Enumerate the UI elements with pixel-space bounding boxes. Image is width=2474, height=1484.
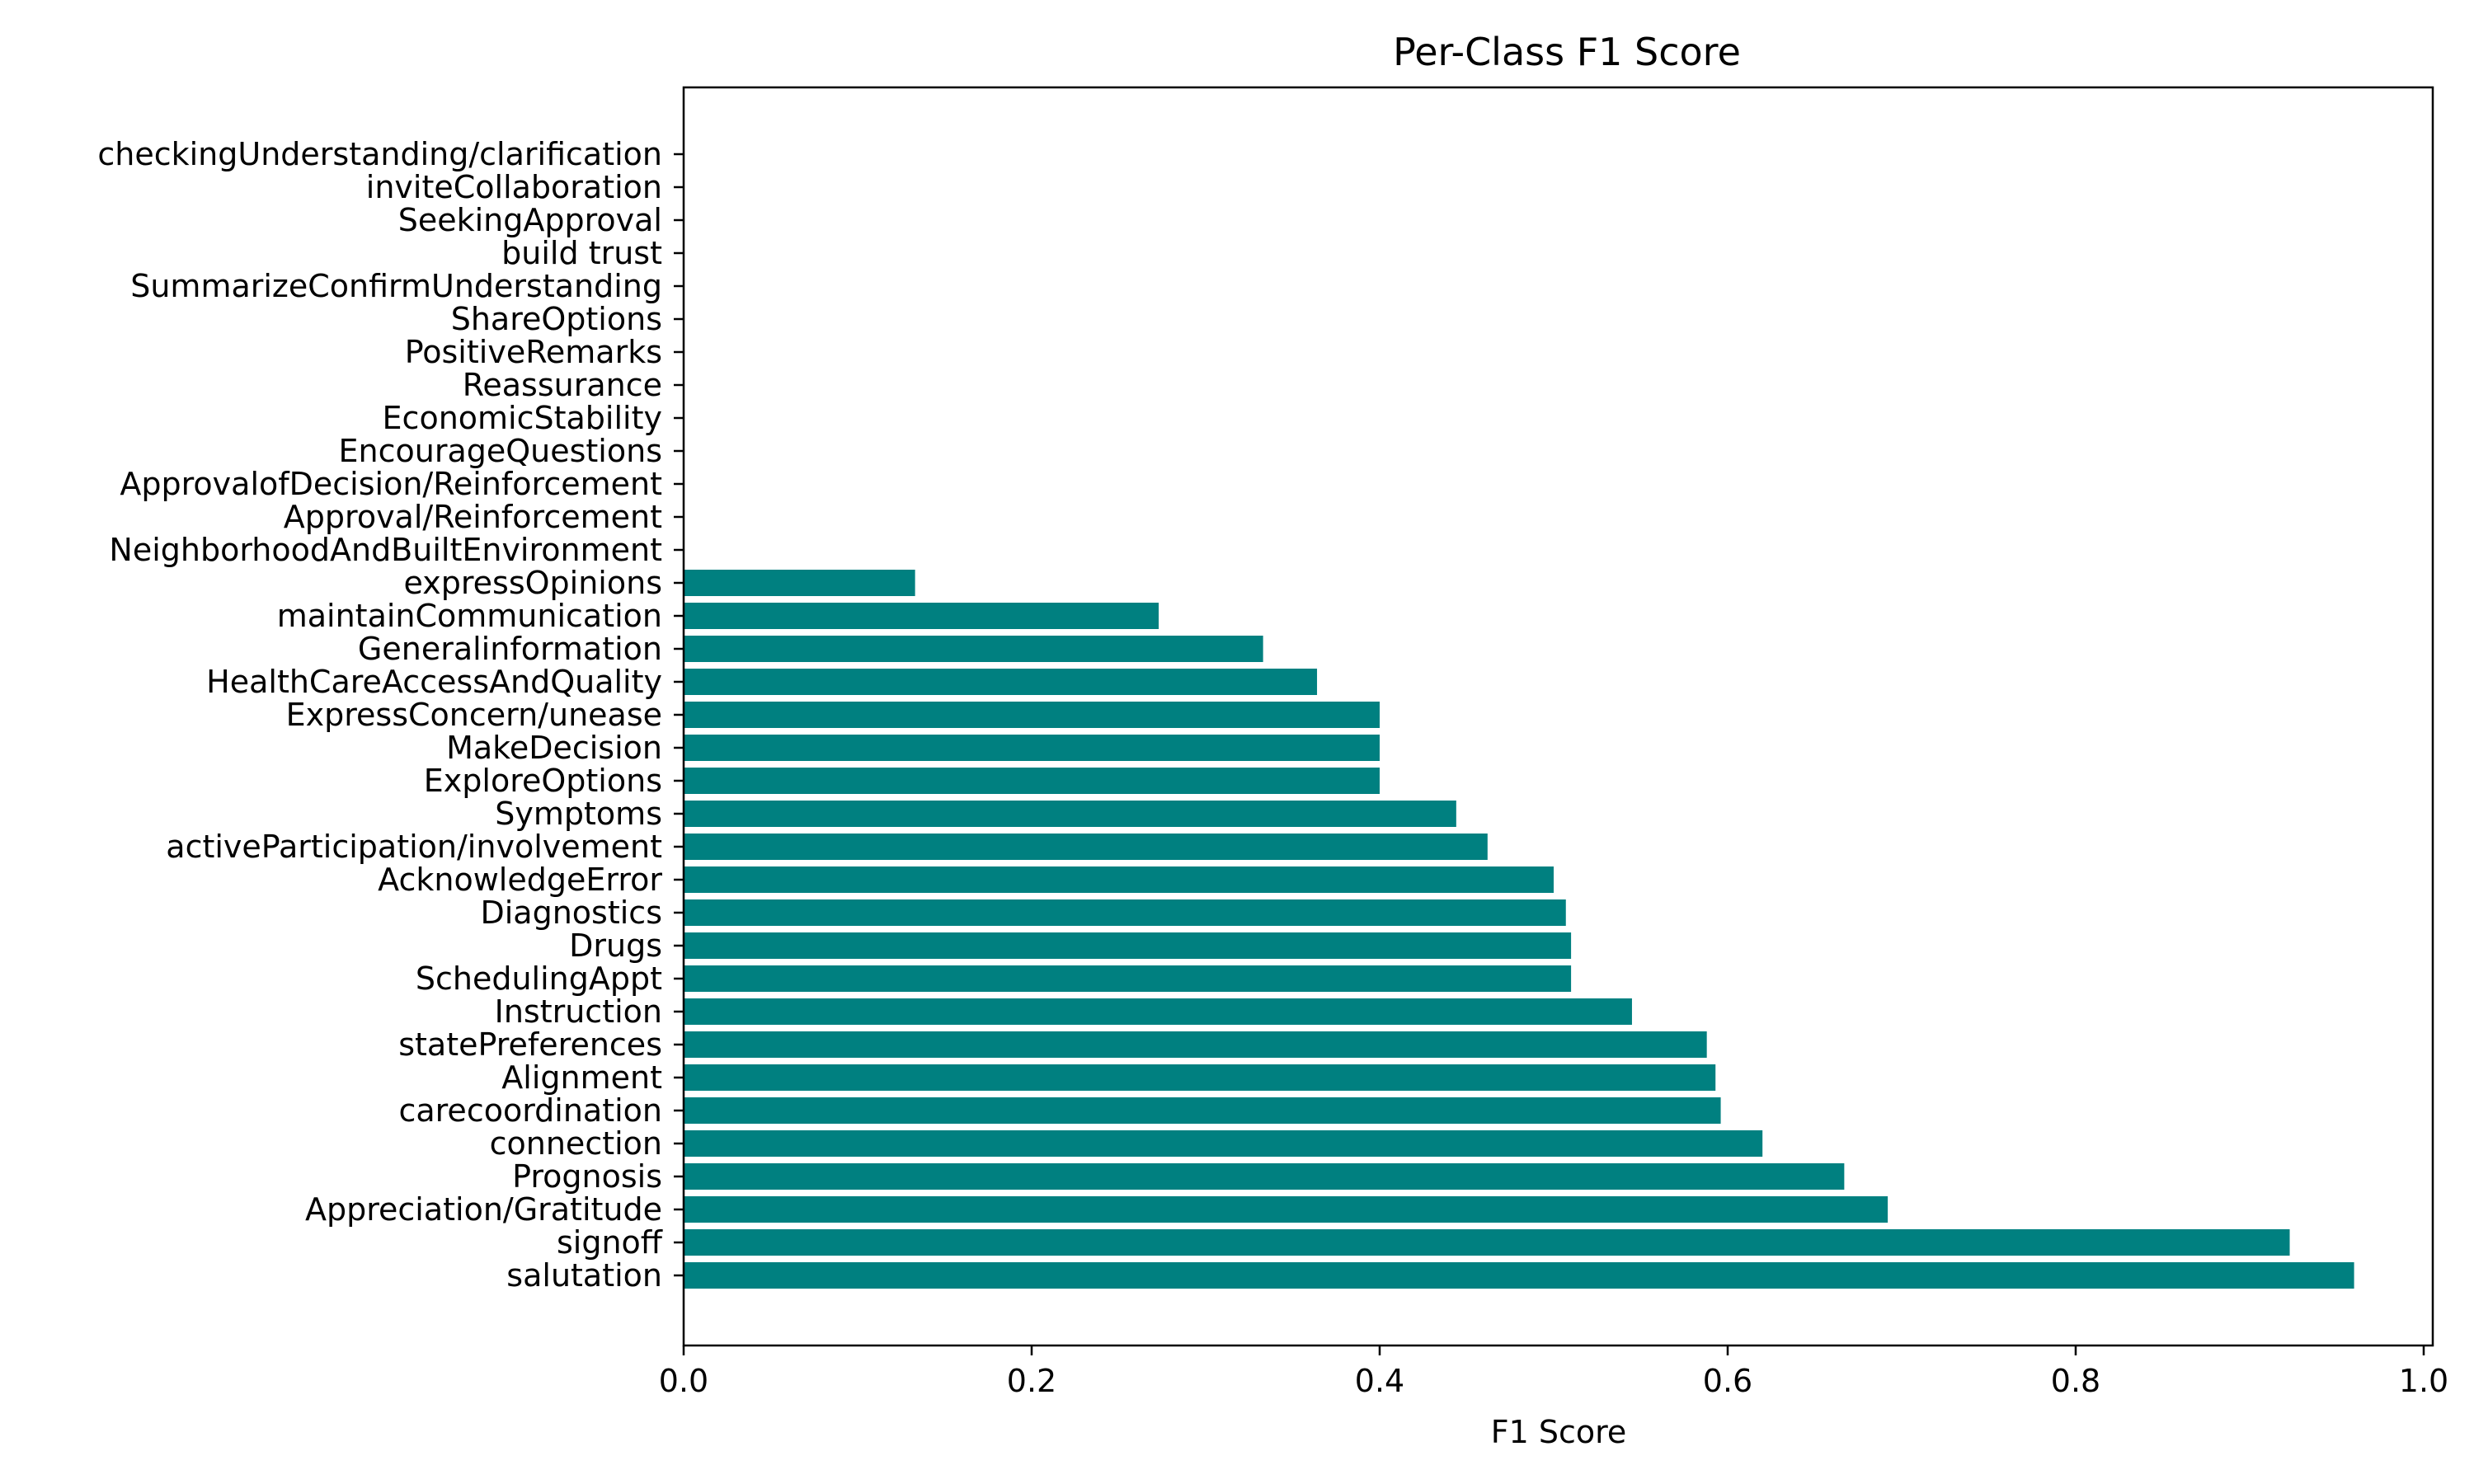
y-tick-label: MakeDecision [446, 730, 662, 766]
bar [684, 998, 1632, 1025]
bar [684, 1130, 1763, 1157]
y-tick-label: Generalinformation [358, 631, 662, 667]
y-tick-label: ShareOptions [451, 301, 662, 337]
y-tick-label: ExploreOptions [424, 763, 662, 799]
y-tick-label: Reassurance [463, 367, 662, 403]
x-tick-label: 0.0 [659, 1363, 708, 1399]
bar [684, 768, 1380, 794]
y-tick-label: activeParticipation/involvement [166, 829, 662, 865]
x-tick-label: 0.2 [1007, 1363, 1056, 1399]
y-axis-ticks: salutationsignoffAppreciation/GratitudeP… [97, 136, 684, 1294]
y-tick-label: Symptoms [495, 796, 662, 832]
y-tick-label: maintainCommunication [277, 598, 662, 634]
y-tick-label: Approval/Reinforcement [284, 499, 662, 535]
bar [684, 636, 1263, 662]
bar [684, 834, 1488, 860]
bar [684, 735, 1380, 761]
bar [684, 801, 1456, 827]
y-tick-label: connection [490, 1125, 662, 1162]
y-tick-label: signoff [557, 1224, 663, 1261]
y-tick-label: PositiveRemarks [405, 334, 662, 370]
bar [684, 702, 1380, 728]
y-tick-label: SeekingApproval [398, 202, 662, 238]
x-axis-label: F1 Score [1491, 1414, 1627, 1450]
y-tick-label: AcknowledgeError [378, 862, 662, 898]
y-tick-label: inviteCollaboration [366, 169, 662, 205]
y-tick-label: Prognosis [512, 1158, 662, 1195]
y-tick-label: Diagnostics [480, 895, 662, 931]
y-tick-label: statePreferences [398, 1026, 662, 1063]
bar [684, 1031, 1707, 1058]
bar [684, 932, 1572, 959]
y-tick-label: EncourageQuestions [339, 433, 663, 469]
bars-group [684, 570, 2354, 1289]
bar [684, 1229, 2290, 1256]
x-tick-label: 0.4 [1355, 1363, 1404, 1399]
x-tick-label: 1.0 [2399, 1363, 2448, 1399]
bar [684, 1163, 1845, 1190]
y-tick-label: SummarizeConfirmUnderstanding [130, 268, 662, 304]
plot-frame [682, 86, 2434, 1347]
x-tick-label: 0.8 [2051, 1363, 2100, 1399]
y-tick-label: expressOpinions [404, 565, 662, 601]
y-tick-label: build trust [501, 235, 662, 271]
bar [684, 899, 1566, 926]
y-tick-label: checkingUnderstanding/clarification [97, 136, 662, 172]
bar [684, 1097, 1721, 1124]
bar [684, 965, 1572, 992]
y-tick-label: SchedulingAppt [416, 960, 662, 997]
y-tick-label: EconomicStability [383, 400, 662, 436]
bar [684, 570, 915, 596]
y-tick-label: NeighborhoodAndBuiltEnvironment [109, 532, 662, 568]
bar [684, 1064, 1716, 1091]
bar [684, 669, 1318, 695]
bar [684, 1262, 2354, 1289]
y-tick-label: Appreciation/Gratitude [305, 1191, 662, 1228]
y-tick-label: Instruction [495, 993, 662, 1030]
y-tick-label: salutation [506, 1257, 662, 1294]
y-tick-label: HealthCareAccessAndQuality [206, 664, 662, 700]
bar [684, 603, 1159, 629]
x-axis-ticks: 0.0 0.2 0.4 0.6 0.8 1.0 [659, 1345, 2448, 1399]
y-tick-label: Drugs [569, 928, 662, 964]
y-tick-label: ApprovalofDecision/Reinforcement [120, 466, 662, 502]
x-tick-label: 0.6 [1703, 1363, 1752, 1399]
y-tick-label: ExpressConcern/unease [286, 697, 662, 733]
bar [684, 866, 1554, 893]
y-tick-label: carecoordination [398, 1092, 662, 1129]
y-tick-label: Alignment [501, 1059, 662, 1096]
chart-title: Per-Class F1 Score [1393, 30, 1741, 74]
bar [684, 1196, 1888, 1223]
